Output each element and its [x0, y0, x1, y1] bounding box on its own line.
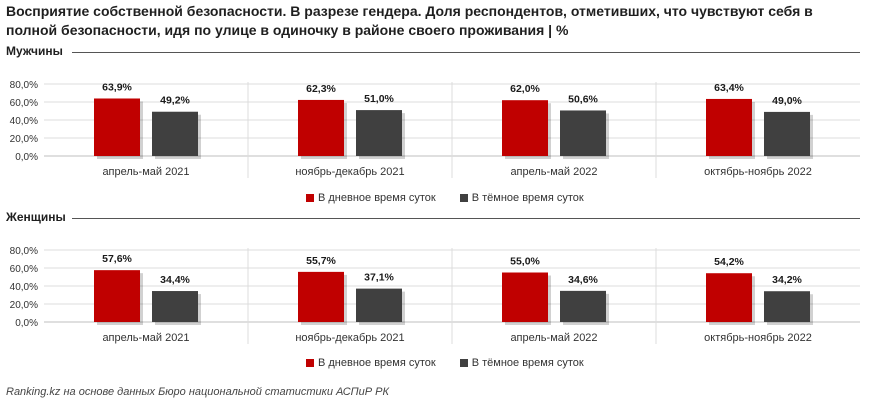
- legend-swatch-night: [459, 359, 468, 367]
- legend-item-night: В тёмное время суток: [459, 357, 584, 369]
- data-label: 62,0%: [510, 83, 540, 95]
- y-tick-label: 40,0%: [10, 282, 38, 293]
- data-label: 49,2%: [160, 95, 190, 107]
- bar-day: [502, 100, 548, 156]
- legend-women: В дневное время суток В тёмное время сут…: [306, 357, 602, 369]
- data-label: 55,0%: [510, 256, 540, 268]
- data-label: 34,4%: [160, 274, 190, 286]
- bar-night: [560, 290, 606, 322]
- y-tick-label: 20,0%: [10, 300, 38, 311]
- legend-men: В дневное время суток В тёмное время сут…: [306, 192, 602, 204]
- legend-item-day: В дневное время суток: [306, 192, 436, 204]
- bar-night: [152, 111, 198, 156]
- y-tick-label: 0,0%: [15, 152, 38, 163]
- y-tick-label: 20,0%: [10, 134, 38, 145]
- legend-item-day: В дневное время суток: [306, 357, 436, 369]
- y-tick-label: 80,0%: [10, 80, 38, 91]
- bar-night: [356, 288, 402, 322]
- y-tick-label: 0,0%: [15, 318, 38, 329]
- men-bar-chart: 0,0% 20,0% 40,0% 60,0% 80,0% 63,9% 49,2% апрель…: [10, 80, 860, 178]
- bar-day: [706, 98, 752, 156]
- data-label: 37,1%: [364, 272, 394, 284]
- bar-night: [560, 110, 606, 156]
- panel-divider: [72, 218, 860, 219]
- data-label: 50,6%: [568, 93, 598, 105]
- legend-item-night: В тёмное время суток: [459, 192, 584, 204]
- panel-divider: [72, 52, 860, 53]
- bar-night: [764, 111, 810, 156]
- data-label: 63,4%: [714, 82, 744, 94]
- data-label: 57,6%: [102, 253, 132, 265]
- bar-day: [298, 99, 344, 156]
- data-label: 34,2%: [772, 274, 802, 286]
- x-category-label: октябрь-ноябрь 2022: [704, 166, 812, 178]
- data-label: 49,0%: [772, 95, 802, 107]
- legend-label-day: В дневное время суток: [318, 192, 436, 204]
- y-tick-label: 60,0%: [10, 98, 38, 109]
- data-label: 62,3%: [306, 83, 336, 95]
- panel-title-women: Женщины: [6, 210, 66, 224]
- legend-swatch-day: [306, 194, 314, 202]
- source-note: Ranking.kz на основе данных Бюро национа…: [6, 386, 389, 398]
- data-label: 55,7%: [306, 255, 336, 267]
- x-category-label: апрель-май 2022: [510, 332, 597, 344]
- legend-swatch-day: [306, 359, 314, 367]
- bar-day: [298, 271, 344, 322]
- data-label: 51,0%: [364, 93, 394, 105]
- x-category-label: ноябрь-декабрь 2021: [295, 166, 404, 178]
- y-tick-label: 80,0%: [10, 246, 38, 257]
- legend-label-night: В тёмное время суток: [471, 192, 584, 204]
- data-label: 34,6%: [568, 274, 598, 286]
- x-category-label: апрель-май 2022: [510, 166, 597, 178]
- panel-title-men: Мужчины: [6, 44, 63, 58]
- bar-day: [94, 98, 140, 156]
- bar-day: [706, 273, 752, 322]
- legend-swatch-night: [459, 194, 468, 202]
- bar-night: [764, 291, 810, 322]
- bar-day: [94, 270, 140, 322]
- y-tick-label: 40,0%: [10, 116, 38, 127]
- bar-night: [356, 110, 402, 156]
- x-category-label: апрель-май 2021: [102, 332, 189, 344]
- data-label: 54,2%: [714, 256, 744, 268]
- women-bar-chart: 0,0% 20,0% 40,0% 60,0% 80,0% 57,6% 34,4% апрель…: [10, 246, 860, 344]
- data-label: 63,9%: [102, 81, 132, 93]
- bar-night: [152, 291, 198, 322]
- x-category-label: ноябрь-декабрь 2021: [295, 332, 404, 344]
- x-category-label: октябрь-ноябрь 2022: [704, 332, 812, 344]
- x-category-label: апрель-май 2021: [102, 166, 189, 178]
- y-tick-label: 60,0%: [10, 264, 38, 275]
- legend-label-night: В тёмное время суток: [471, 357, 584, 369]
- bar-day: [502, 272, 548, 322]
- chart-title: Восприятие собственной безопасности. В р…: [6, 3, 813, 38]
- legend-label-day: В дневное время суток: [318, 357, 436, 369]
